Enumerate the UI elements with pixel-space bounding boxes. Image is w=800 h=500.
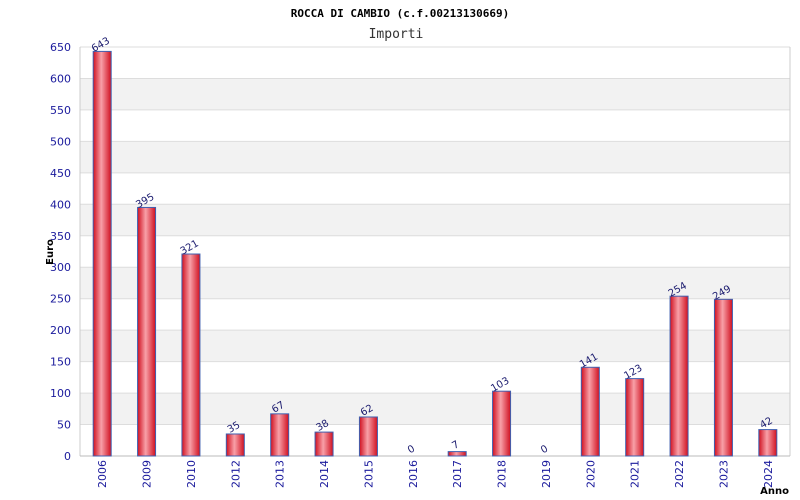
x-tick-label-2010: 2010 [185, 460, 198, 488]
y-tick-label: 350 [50, 230, 71, 243]
y-tick-label: 450 [50, 167, 71, 180]
x-tick-label-2019: 2019 [540, 460, 553, 488]
x-tick-label-2014: 2014 [318, 460, 331, 488]
data-label-2015: 62 [359, 403, 376, 419]
y-tick-label: 400 [50, 198, 71, 211]
data-label-2019: 0 [539, 443, 550, 456]
bar-2013 [270, 413, 290, 457]
x-tick-label-2018: 2018 [496, 460, 509, 488]
bar-2024 [758, 429, 778, 457]
y-tick-label: 650 [50, 41, 71, 54]
y-axis-label: Euro [45, 239, 56, 265]
bar-2015 [358, 416, 378, 457]
x-tick-label-2006: 2006 [96, 460, 109, 488]
chart-subtitle: Importi [369, 27, 424, 42]
y-tick-label: 600 [50, 72, 71, 85]
x-tick-label-2013: 2013 [274, 460, 287, 488]
x-tick-label-2022: 2022 [673, 460, 686, 488]
chart-title: ROCCA DI CAMBIO (c.f.00213130669) [291, 7, 510, 20]
y-tick-label: 250 [50, 293, 71, 306]
y-tick-label: 200 [50, 324, 71, 337]
grid-band [80, 204, 790, 236]
x-axis: 2006 2009 2010 2012 2013 2014 2015 2016 2017 2018… [96, 460, 775, 488]
bar-2023 [713, 298, 733, 457]
grid-band [80, 109, 790, 142]
grid-band [80, 47, 790, 79]
y-tick-label: 300 [50, 261, 71, 274]
data-label-2017: 7 [450, 439, 461, 452]
y-tick-label: 500 [50, 135, 71, 148]
x-tick-label-2016: 2016 [407, 460, 420, 488]
x-tick-label-2017: 2017 [451, 460, 464, 488]
x-tick-label-2020: 2020 [584, 460, 597, 488]
grid-band [80, 172, 790, 205]
grid-band [80, 78, 790, 110]
bar-2010 [181, 253, 201, 457]
bar-2020 [580, 366, 600, 457]
bars [92, 50, 778, 457]
x-tick-label-2024: 2024 [762, 460, 775, 488]
x-tick-label-2009: 2009 [141, 460, 154, 488]
y-tick-label: 50 [57, 419, 71, 432]
bar-2012 [225, 433, 245, 457]
bar-2009 [137, 206, 157, 457]
y-tick-label: 550 [50, 104, 71, 117]
bar-2018 [492, 390, 512, 457]
data-label-2016: 0 [406, 443, 417, 456]
data-label-2012: 35 [226, 420, 243, 436]
bar-2014 [314, 431, 334, 457]
y-tick-label: 150 [50, 356, 71, 369]
y-tick-label: 100 [50, 387, 71, 400]
x-tick-label-2015: 2015 [362, 460, 375, 488]
bar-2022 [669, 295, 689, 457]
x-axis-label: Anno [760, 486, 789, 497]
bar-2006 [92, 50, 112, 457]
grid-band [80, 141, 790, 173]
x-tick-label-2012: 2012 [229, 460, 242, 488]
y-tick-label: 0 [64, 450, 71, 463]
bar-2021 [625, 378, 645, 457]
x-tick-label-2021: 2021 [629, 460, 642, 488]
x-tick-label-2023: 2023 [717, 460, 730, 488]
y-axis: 0 50 100 150 200 250 300 350 400 450 500 550 600 650 [50, 41, 71, 463]
bar-2017 [447, 451, 467, 457]
